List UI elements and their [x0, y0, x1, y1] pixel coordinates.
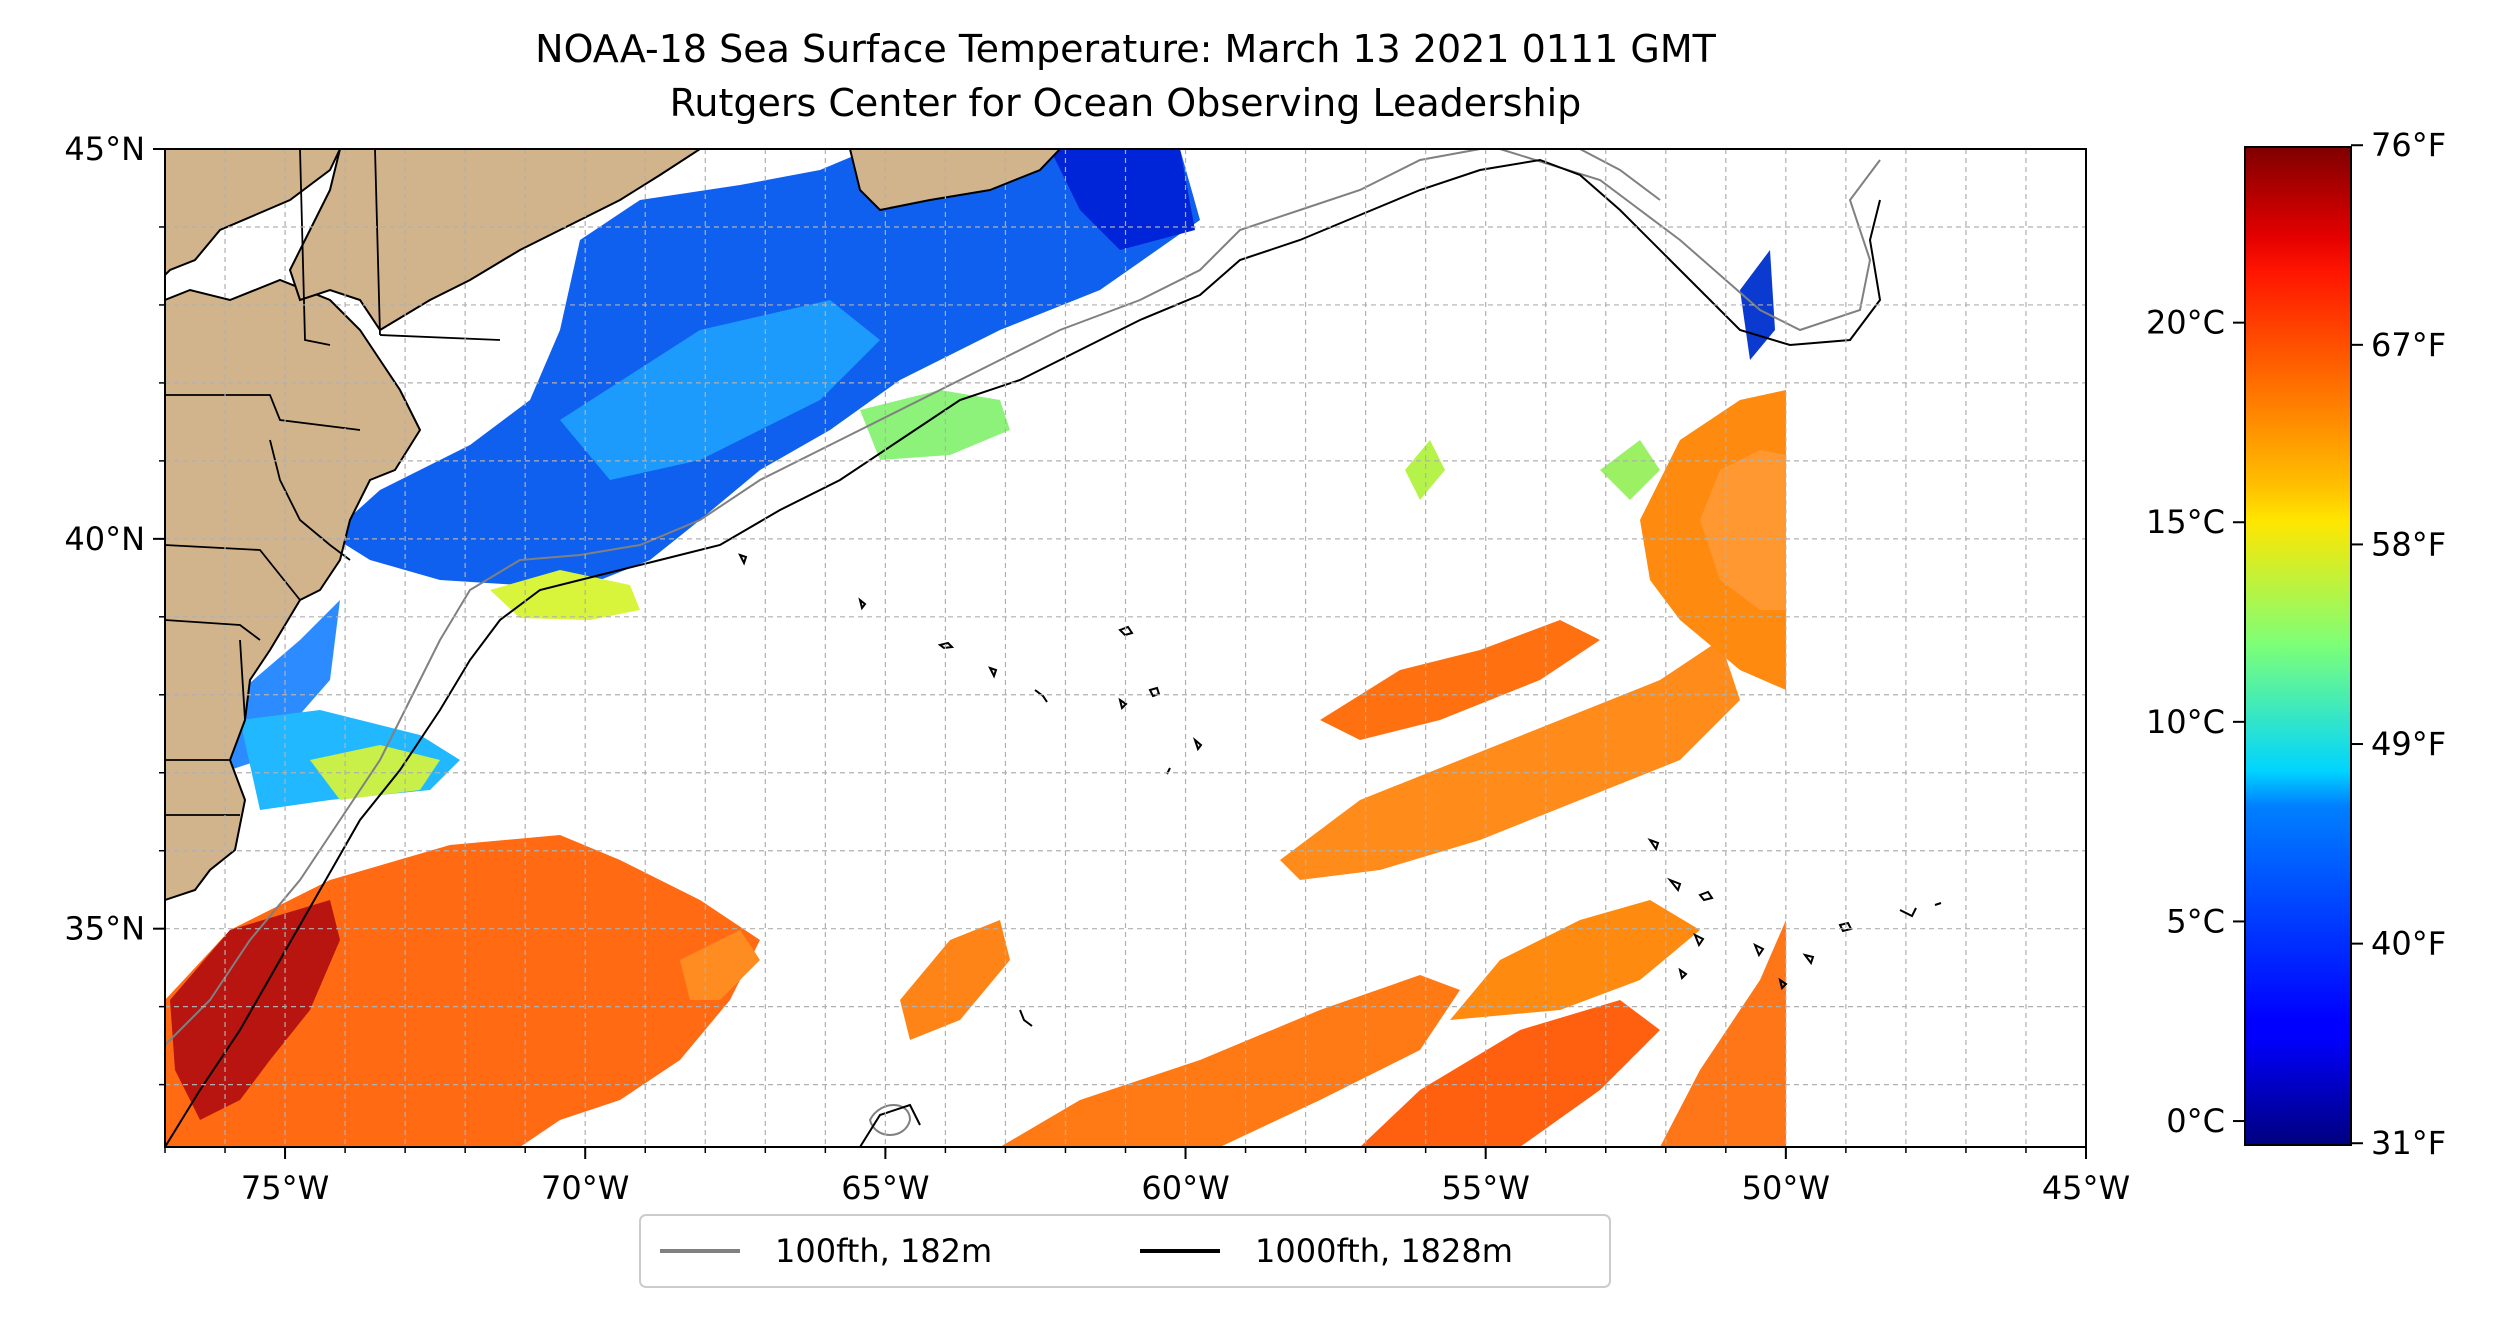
land-nova-scotia — [848, 149, 1062, 212]
colorbar-ticks: 0°C 5°C 10°C 15°C 20°C 31°F 40°F 49°F 58°F 67°F 76… — [2146, 126, 2446, 1162]
lon-tick-label: 75°W — [241, 1169, 329, 1207]
eddy-core — [1700, 450, 1786, 610]
fahrenheit-tick-label: 40°F — [2371, 925, 2446, 963]
orange-patch-mid-2 — [680, 930, 760, 1000]
warm-eddy-mab — [490, 570, 640, 620]
central-warm-band-2 — [1320, 620, 1600, 740]
celsius-tick-label: 0°C — [2166, 1102, 2225, 1140]
green-patch-2 — [1405, 440, 1445, 500]
lat-tick-label: 35°N — [64, 910, 145, 948]
celsius-tick-label: 10°C — [2146, 703, 2225, 741]
celsius-tick-label: 15°C — [2146, 503, 2225, 541]
legend: 100fth, 182m 1000fth, 1828m — [639, 1214, 1611, 1288]
lat-tick-label: 45°N — [64, 130, 145, 168]
celsius-tick-label: 20°C — [2146, 304, 2225, 342]
orange-patch-mid — [900, 920, 1010, 1040]
lon-tick-label: 65°W — [841, 1169, 929, 1207]
land-us-canada — [165, 149, 422, 902]
legend-box — [639, 1214, 1611, 1288]
chart-subtitle: Rutgers Center for Ocean Observing Leade… — [669, 81, 1582, 125]
lon-tick-label: 55°W — [1442, 1169, 1530, 1207]
lat-tick-label: 40°N — [64, 520, 145, 558]
map-content — [165, 149, 2086, 1147]
colorbar-frame — [2244, 146, 2352, 1146]
lon-tick-label: 60°W — [1141, 1169, 1229, 1207]
sargasso-warm-1 — [1000, 975, 1460, 1147]
lon-tick-label: 45°W — [2042, 1169, 2130, 1207]
bathymetry-contours — [165, 149, 1942, 1147]
fahrenheit-tick-label: 49°F — [2371, 725, 2446, 763]
fahrenheit-tick-label: 76°F — [2371, 126, 2446, 164]
celsius-tick-label: 5°C — [2166, 902, 2225, 940]
contour-100fth — [165, 149, 1881, 1046]
sargasso-warm-3 — [1450, 900, 1700, 1020]
gulf-stream-core — [170, 900, 340, 1120]
state-borders — [165, 149, 501, 816]
green-patch-1 — [1600, 440, 1660, 500]
colorbar — [2245, 147, 2351, 1145]
lon-tick-label: 70°W — [541, 1169, 629, 1207]
lon-tick-label: 50°W — [1742, 1169, 1830, 1207]
sargasso-warm-4 — [1660, 920, 1786, 1147]
land — [165, 149, 1062, 902]
central-warm-band — [1280, 640, 1740, 880]
fahrenheit-tick-label: 58°F — [2371, 525, 2446, 563]
shelf-light-blue — [560, 300, 880, 480]
gridlines — [164, 148, 2087, 1147]
chart-title: NOAA-18 Sea Surface Temperature: March 1… — [535, 27, 1716, 71]
fahrenheit-tick-label: 67°F — [2371, 326, 2446, 364]
sargasso-warm-2 — [1360, 1000, 1660, 1147]
contour-1000fth — [165, 158, 1882, 1147]
fahrenheit-tick-label: 31°F — [2371, 1124, 2446, 1162]
legend-label-1000fth: 1000fth, 1828m — [1255, 1232, 1513, 1270]
legend-label-100fth: 100fth, 182m — [775, 1232, 992, 1270]
map-axis-ticks: 75°W 70°W 65°W 60°W 55°W 50°W 45°W 45°N 40°N 35°N — [64, 130, 2130, 1207]
shelf-deep-blue — [1050, 149, 1195, 250]
